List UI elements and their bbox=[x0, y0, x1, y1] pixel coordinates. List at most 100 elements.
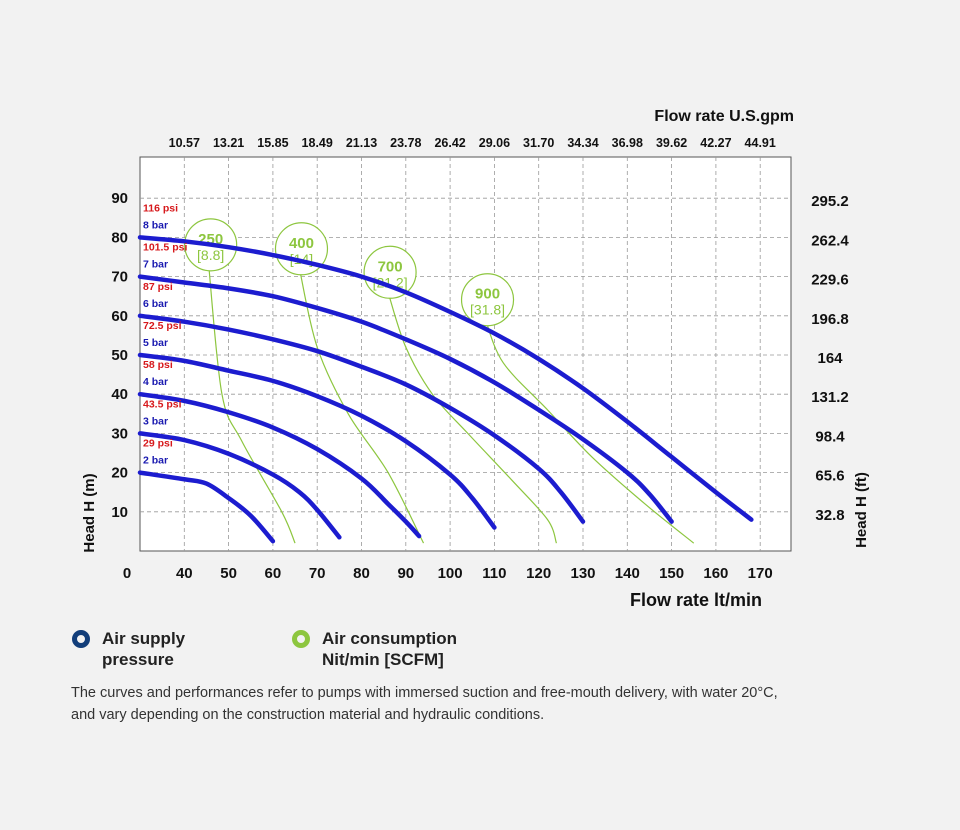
top-tick-label: 39.62 bbox=[656, 136, 687, 150]
x-tick-label: 80 bbox=[353, 565, 370, 582]
top-tick-label: 42.27 bbox=[700, 136, 731, 150]
legend-supply-line1: Air supply bbox=[102, 629, 186, 648]
pressure-curve-8-bar bbox=[137, 235, 754, 522]
right-tick-label: 32.8 bbox=[815, 507, 844, 524]
pressure-curve-4-bar bbox=[137, 391, 422, 539]
top-tick-label: 36.98 bbox=[612, 136, 643, 150]
plot-area bbox=[139, 156, 792, 552]
consumption-bubble-700 bbox=[363, 245, 417, 299]
bar-label: 4 bar bbox=[143, 376, 168, 388]
consumption-scfm-label: [21.2] bbox=[373, 274, 408, 290]
y-tick-label: 70 bbox=[111, 269, 128, 286]
pressure-curve-2-bar bbox=[137, 470, 276, 544]
blue-ring-icon bbox=[72, 630, 90, 648]
right-tick-label: 229.6 bbox=[811, 272, 849, 289]
consumption-value-label: 400 bbox=[289, 235, 314, 252]
legend-air-consumption: Air consumption Nit/min [SCFM] bbox=[292, 628, 492, 670]
legend-air-supply: Air supply pressure bbox=[72, 628, 272, 670]
x-tick-label: 120 bbox=[526, 565, 551, 582]
top-tick-label: 23.78 bbox=[390, 136, 421, 150]
consumption-curve-400 bbox=[298, 268, 425, 544]
pressure-curve-6-bar bbox=[137, 313, 586, 524]
top-tick-label: 21.13 bbox=[346, 136, 377, 150]
consumption-curve-250 bbox=[208, 264, 296, 544]
bar-label: 3 bar bbox=[143, 415, 168, 427]
consumption-scfm-label: [8.8] bbox=[197, 247, 224, 263]
top-tick-label: 15.85 bbox=[257, 136, 288, 150]
x-tick-label: 70 bbox=[309, 565, 326, 582]
pressure-curve-5-bar bbox=[137, 352, 497, 530]
right-tick-label: 295.2 bbox=[811, 193, 849, 210]
consumption-scfm-label: [31.8] bbox=[470, 302, 505, 318]
top-tick-label: 13.21 bbox=[213, 136, 244, 150]
x-tick-label: 0 bbox=[123, 565, 131, 582]
consumption-value-label: 700 bbox=[378, 258, 403, 275]
bar-label: 7 bar bbox=[143, 259, 168, 271]
pressure-curve-3-bar bbox=[137, 431, 342, 540]
psi-label: 29 psi bbox=[143, 438, 173, 450]
legend-consumption-line2: Nit/min [SCFM] bbox=[322, 650, 444, 669]
right-tick-label: 98.4 bbox=[815, 428, 845, 445]
consumption-bubble-900 bbox=[460, 273, 515, 327]
top-tick-label: 44.91 bbox=[745, 136, 776, 150]
top-axis-title: Flow rate U.S.gpm bbox=[654, 108, 794, 125]
consumption-curve-700 bbox=[387, 292, 557, 544]
y-tick-label: 90 bbox=[111, 190, 128, 207]
x-tick-label: 60 bbox=[265, 565, 282, 582]
bar-label: 5 bar bbox=[143, 337, 168, 349]
y-tick-label: 30 bbox=[111, 425, 128, 442]
top-tick-label: 10.57 bbox=[169, 136, 200, 150]
green-ring-icon bbox=[292, 630, 310, 648]
pressure-curve-7-bar bbox=[137, 274, 674, 524]
bar-label: 8 bar bbox=[143, 219, 168, 231]
y-axis-title-left: Head H (m) bbox=[81, 473, 98, 552]
y-tick-label: 60 bbox=[111, 308, 128, 325]
bar-label: 2 bar bbox=[143, 455, 168, 467]
x-tick-label: 160 bbox=[703, 565, 728, 582]
top-tick-label: 26.42 bbox=[434, 136, 465, 150]
psi-label: 58 psi bbox=[143, 359, 173, 371]
legend-supply-line2: pressure bbox=[102, 650, 174, 669]
right-tick-label: 164 bbox=[817, 350, 843, 367]
pressure-labels: 29 psi 2 bar 43.5 psi 3 bar 58 psi 4 bar 72.5 … bbox=[143, 202, 187, 466]
x-tick-label: 40 bbox=[176, 565, 193, 582]
performance-note: The curves and performances refer to pum… bbox=[71, 685, 778, 723]
y-tick-label: 10 bbox=[111, 504, 128, 521]
y-tick-label: 50 bbox=[111, 347, 128, 364]
air-consumption-curves: 250[8.8]400[14] 700[21.2]900[31.8] bbox=[184, 218, 695, 544]
axis-labels: 0 40 50 60 70 80 90 100 110 120 130 140 150 160 170 10.… bbox=[81, 108, 870, 610]
right-tick-label: 196.8 bbox=[811, 311, 849, 328]
psi-label: 116 psi bbox=[143, 202, 178, 214]
psi-label: 101.5 psi bbox=[143, 242, 187, 254]
psi-label: 43.5 psi bbox=[143, 398, 182, 410]
consumption-value-label: 900 bbox=[475, 286, 500, 303]
legend-consumption-line1: Air consumption bbox=[322, 629, 458, 648]
top-tick-label: 34.34 bbox=[567, 136, 598, 150]
y-tick-label: 40 bbox=[111, 386, 128, 403]
x-tick-label: 150 bbox=[659, 565, 684, 582]
y-tick-label: 80 bbox=[111, 229, 128, 246]
bar-label: 6 bar bbox=[143, 298, 168, 310]
consumption-curve-900 bbox=[484, 319, 695, 544]
x-tick-label: 100 bbox=[438, 565, 463, 582]
psi-label: 72.5 psi bbox=[143, 320, 182, 332]
x-tick-label: 130 bbox=[570, 565, 595, 582]
x-tick-label: 170 bbox=[748, 565, 773, 582]
top-tick-label: 18.49 bbox=[302, 136, 333, 150]
right-tick-label: 262.4 bbox=[811, 232, 849, 249]
x-tick-label: 110 bbox=[482, 565, 506, 582]
x-tick-label: 140 bbox=[615, 565, 640, 582]
right-tick-label: 131.2 bbox=[811, 389, 849, 406]
y-axis-title-right: Head H (ft) bbox=[853, 472, 870, 548]
x-axis-title: Flow rate lt/min bbox=[630, 590, 762, 610]
top-tick-label: 29.06 bbox=[479, 136, 510, 150]
pressure-curves bbox=[137, 235, 754, 544]
x-tick-label: 50 bbox=[220, 565, 237, 582]
right-tick-label: 65.6 bbox=[815, 468, 844, 485]
psi-label: 87 psi bbox=[143, 281, 173, 293]
x-tick-label: 90 bbox=[397, 565, 414, 582]
top-tick-label: 31.70 bbox=[523, 136, 554, 150]
consumption-bubble-400 bbox=[274, 222, 329, 276]
y-tick-label: 20 bbox=[111, 465, 128, 482]
